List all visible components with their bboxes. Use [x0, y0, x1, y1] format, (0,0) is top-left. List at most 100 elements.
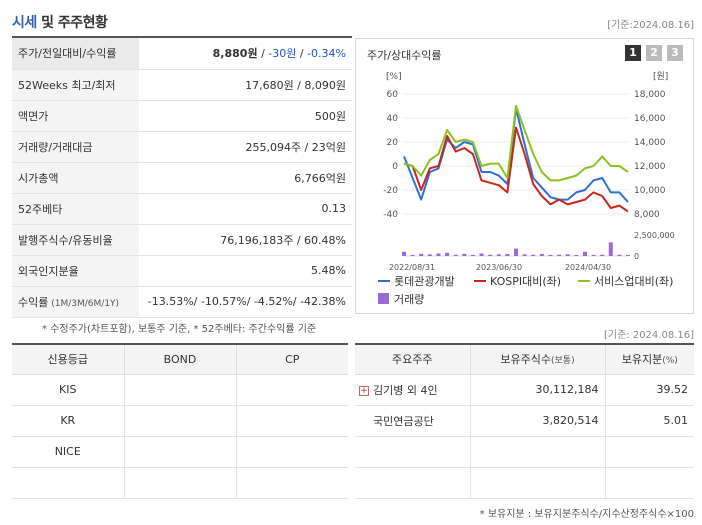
volume-bar — [462, 253, 467, 256]
volume-bar — [557, 254, 562, 256]
row-label: 발행주식수/유동비율 — [12, 224, 139, 256]
credit-rating-table: 신용등급 BOND CP KIS KR NICE — [12, 345, 348, 499]
cell — [470, 436, 606, 468]
volume-bar — [548, 254, 553, 256]
section-header: 시세 및 주주현황 [기준:2024.08.16] — [12, 12, 694, 34]
tab-2[interactable]: 2 — [646, 45, 662, 61]
holder-name: + 김기병 외 4인 — [355, 374, 471, 406]
cell — [124, 374, 237, 406]
holder-shares: 30,112,184 — [470, 374, 606, 406]
volume-bar — [608, 242, 613, 256]
series-line-1 — [403, 126, 629, 213]
row-label: 외국인지분율 — [12, 255, 139, 287]
left-tick-label: -40 — [383, 210, 398, 220]
left-axis-unit: [%] — [386, 72, 402, 82]
cell — [236, 436, 348, 468]
tab-1[interactable]: 1 — [625, 45, 641, 61]
legend-label: 거래량 — [394, 293, 424, 306]
volume-bar — [591, 254, 596, 256]
right-tick-label: 8,000 — [634, 210, 660, 220]
footnote-2: * 보유지분 : 보유지분주식수/지수산정주식수×100 — [479, 509, 694, 520]
table-header: 주요주주 보유주식수(보통) 보유지분(%) — [355, 345, 694, 375]
volume-bar — [488, 254, 493, 256]
cell — [124, 467, 237, 499]
table-row: 거래량/거래대금 255,094주 / 23억원 — [12, 131, 352, 163]
cell — [470, 467, 606, 499]
volume-bar — [410, 254, 415, 256]
row-label: 액면가 — [12, 100, 139, 132]
expand-icon[interactable]: + — [359, 385, 369, 396]
table-row — [12, 467, 348, 499]
volume-bar — [505, 253, 510, 256]
table-row: KIS — [12, 374, 348, 406]
row-value: 500원 — [139, 100, 352, 132]
volume-tick-label: 2,500,000 — [634, 231, 675, 240]
reference-date-2: [기준: 2024.08.16] — [603, 330, 694, 341]
right-tick-label: 12,000 — [634, 162, 666, 172]
right-axis-unit: [원] — [653, 71, 668, 82]
row-value: 0.13 — [139, 193, 352, 225]
volume-bar — [565, 254, 570, 256]
row-value: 17,680원 / 8,090원 — [139, 69, 352, 101]
volume-bar — [496, 254, 501, 256]
row-value: 5.48% — [139, 255, 352, 287]
cell — [355, 436, 471, 468]
volume-bar — [582, 251, 587, 256]
volume-tick-label: 0 — [634, 252, 639, 261]
x-tick-label: 2023/06/30 — [476, 263, 522, 272]
row-label: 52Weeks 최고/최저 — [12, 69, 139, 101]
row-label: 시가총액 — [12, 162, 139, 194]
table-row: 액면가 500원 — [12, 100, 352, 132]
table-row: 발행주식수/유동비율 76,196,183주 / 60.48% — [12, 224, 352, 256]
cell: NICE — [12, 436, 125, 468]
volume-bar — [600, 254, 605, 256]
table-row: 국민연금공단 3,820,514 5.01 — [355, 405, 694, 437]
legend-label: KOSPI대비(좌) — [490, 275, 561, 288]
volume-bar — [626, 254, 630, 256]
cell — [236, 374, 348, 406]
cell: KIS — [12, 374, 125, 406]
volume-bar — [522, 254, 527, 256]
holder-percent: 5.01 — [605, 405, 694, 437]
cell — [236, 405, 348, 437]
holder-percent: 39.52 — [605, 374, 694, 406]
volume-bar — [436, 253, 441, 256]
row-value: -13.53%/ -10.57%/ -4.52%/ -42.38% — [139, 286, 352, 318]
table-row: NICE — [12, 436, 348, 468]
col-header: CP — [236, 345, 348, 375]
col-header: 보유주식수(보통) — [470, 345, 606, 375]
line-chart: [%] [원] 60 18,000 40 16,000 20 14,000 0 12,000 -20… — [378, 71, 675, 306]
footnote: * 수정주가(차트포함), 보통주 기준, * 52주베타: 주간수익률 기준 — [42, 324, 317, 335]
x-tick-label: 2022/08/31 — [389, 263, 435, 272]
row-label: 거래량/거래대금 — [12, 131, 139, 163]
table-row: 52Weeks 최고/최저 17,680원 / 8,090원 — [12, 69, 352, 101]
row-value: 6,766억원 — [139, 162, 352, 194]
volume-bar — [479, 253, 484, 256]
cell — [605, 436, 694, 468]
divider — [12, 36, 352, 38]
col-header: 보유지분(%) — [605, 345, 694, 375]
table-row: + 김기병 외 4인 30,112,184 39.52 — [355, 374, 694, 406]
volume-bar — [531, 254, 536, 256]
volume-bar — [402, 251, 406, 256]
volume-bar — [539, 253, 544, 256]
cell — [124, 436, 237, 468]
legend-label: 서비스업대비(좌) — [594, 275, 673, 288]
tab-3[interactable]: 3 — [667, 45, 683, 61]
section-title: 시세 및 주주현황 — [12, 15, 108, 31]
volume-bar — [617, 254, 622, 256]
volume-bar — [470, 254, 475, 256]
legend-swatch — [378, 293, 389, 304]
row-value: 8,880원 / -30원 / -0.34% — [139, 38, 352, 70]
left-tick-label: 40 — [387, 114, 399, 124]
right-tick-label: 14,000 — [634, 138, 666, 148]
table-row: 외국인지분율 5.48% — [12, 255, 352, 287]
chart-title: 주가/상대수익률 — [367, 49, 442, 62]
table-row: 주가/전일대비/수익률 8,880원 / -30원 / -0.34% — [12, 38, 352, 70]
left-tick-label: 20 — [387, 138, 399, 148]
right-tick-label: 10,000 — [634, 186, 666, 196]
volume-bar — [419, 253, 424, 256]
left-tick-label: 0 — [392, 162, 398, 172]
